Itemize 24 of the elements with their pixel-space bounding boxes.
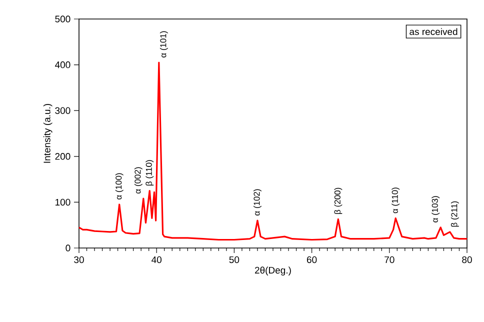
x-tick-label: 30	[74, 256, 84, 264]
annotation: α (103)	[432, 196, 440, 222]
x-tick-label: 40	[152, 256, 162, 264]
annotation: α (110)	[392, 188, 400, 214]
annotation: as received	[410, 28, 458, 36]
y-tick-label: 400	[55, 61, 70, 68]
x-tick-label: 70	[384, 256, 394, 264]
x-tick-label: 80	[462, 256, 472, 264]
annotation: β (211)	[450, 201, 459, 227]
annotation: α (102)	[254, 189, 262, 216]
y-tick-label: 0	[66, 244, 70, 252]
x-tick-label: 60	[307, 256, 317, 264]
annotation: β (200)	[334, 188, 342, 214]
y-tick-label: 500	[55, 16, 70, 22]
x-axis-title: 2θ(Deg.)	[255, 266, 291, 276]
x-tick-label: 50	[229, 256, 240, 264]
y-tick-label: 100	[56, 198, 70, 206]
annotation: α (100)	[115, 173, 124, 200]
annotation: α (101)	[160, 31, 168, 58]
y-tick-label: 300	[55, 107, 70, 114]
y-tick-label: 200	[55, 153, 70, 160]
annotation: β (110)	[146, 160, 154, 186]
y-axis-title: Intensity (a.u.)	[43, 104, 52, 163]
annotation: α (002)	[134, 167, 142, 194]
